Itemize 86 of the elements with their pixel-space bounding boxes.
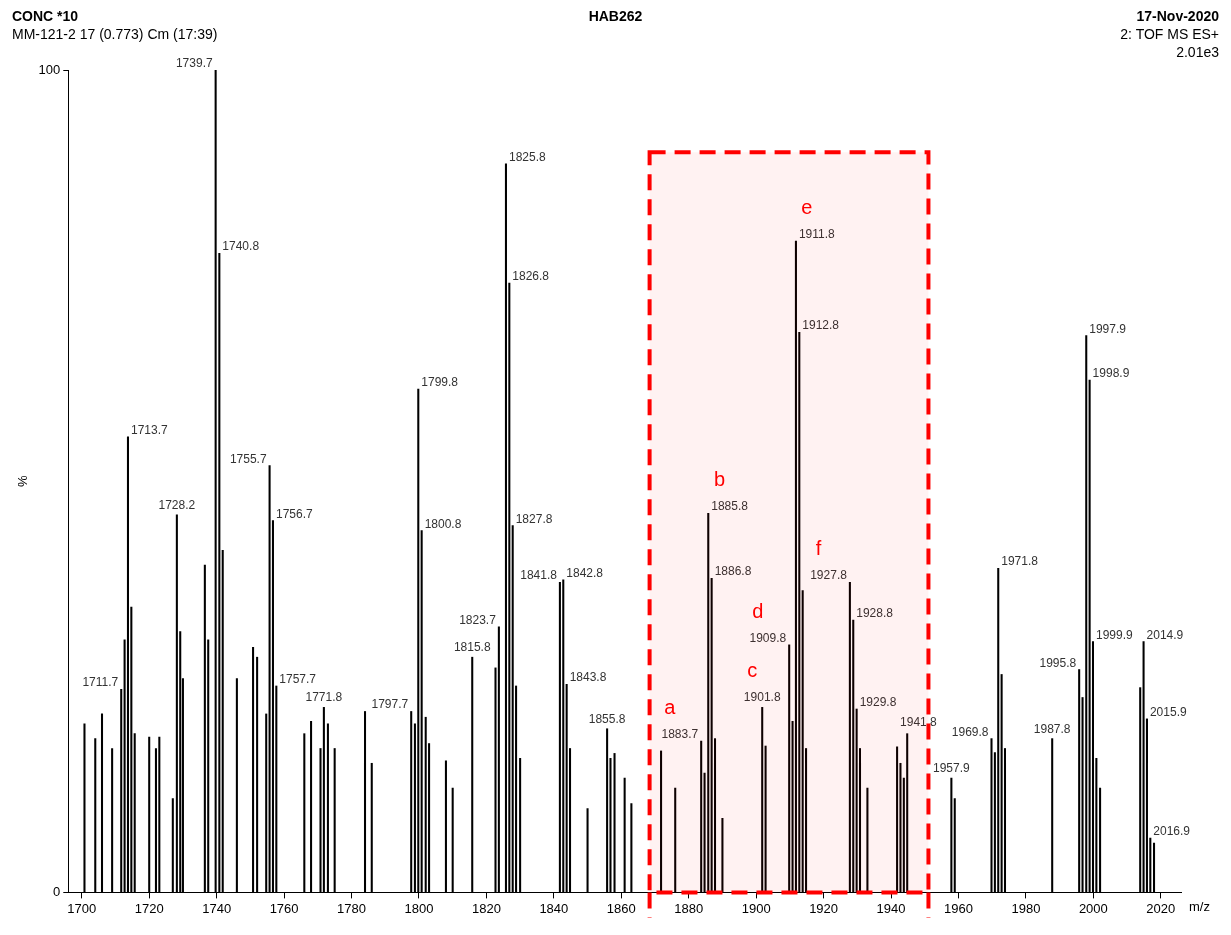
- bar: [660, 750, 663, 893]
- annotation: 1823.7: [459, 612, 497, 627]
- annotation: f: [815, 537, 822, 560]
- text: 2: TOF MS ES+: [1120, 26, 1219, 43]
- annotation: e: [801, 196, 813, 219]
- annotation: 1825.8: [508, 149, 546, 164]
- x-tick-label: 1760: [269, 900, 299, 916]
- x-axis-title: m/z: [1189, 899, 1210, 915]
- x-tick-label: 1860: [606, 900, 636, 916]
- text: CONC *10: [12, 8, 79, 25]
- chart-title: HAB262: [588, 8, 643, 24]
- bar: [788, 644, 791, 893]
- bar: [707, 512, 710, 893]
- x-tick-label: 1980: [1011, 900, 1041, 916]
- annotation: 1799.8: [421, 375, 459, 390]
- x-tick-label: 1840: [539, 900, 569, 916]
- y-tick-label: 100: [38, 61, 61, 77]
- x-tick-label: 1920: [809, 900, 839, 916]
- annotation: 1941.8: [900, 714, 938, 729]
- annotation: 1886.8: [714, 564, 752, 579]
- x-tick-label: 1700: [67, 900, 97, 916]
- annotation: 1998.9: [1092, 366, 1130, 381]
- annotation: 1929.8: [859, 695, 897, 709]
- annotation: 1995.8: [1039, 655, 1077, 670]
- bar: [761, 707, 764, 893]
- x-tick-label: 1940: [876, 900, 906, 916]
- annotation: 1842.8: [566, 565, 604, 580]
- bar: [710, 577, 713, 893]
- annotation: 1826.8: [512, 269, 550, 283]
- annotation: 1739.7: [175, 56, 213, 70]
- x-tick-label: 1820: [471, 900, 501, 916]
- annotation: 1928.8: [856, 606, 894, 621]
- annotation: 1911.8: [798, 227, 836, 242]
- annotation: 1757.7: [279, 671, 317, 686]
- annotation: 2016.9: [1153, 824, 1191, 839]
- annotation: 1999.9: [1095, 627, 1134, 642]
- annotation: 1885.8: [711, 499, 749, 514]
- annotation: d: [752, 599, 764, 622]
- x-tick-label: 1900: [741, 900, 771, 916]
- annotation: 1971.8: [1001, 554, 1039, 569]
- text: 17-Nov-2020: [1136, 8, 1219, 25]
- bar: [764, 745, 767, 893]
- x-tick-label: 2000: [1078, 900, 1108, 916]
- annotation: 1815.8: [453, 640, 491, 655]
- annotation: 1827.8: [515, 511, 553, 526]
- x-tick-label: 1880: [674, 900, 704, 916]
- annotation: 1912.8: [802, 318, 840, 333]
- bar: [866, 787, 869, 893]
- y-tick-label: 0: [53, 883, 61, 899]
- annotation: 1855.8: [588, 711, 626, 726]
- annotation: 1843.8: [569, 670, 607, 685]
- bar: [855, 708, 858, 893]
- x-tick-label: 1780: [337, 900, 366, 916]
- annotation: 1755.7: [229, 451, 267, 466]
- annotation: 1771.8: [305, 690, 343, 705]
- text: 2.01e3: [1176, 44, 1219, 61]
- chart-subtitle: MM-121-2 17 (0.773) Cm (17:39): [12, 26, 218, 43]
- annotation: 1901.8: [743, 690, 781, 705]
- annotation: 2015.9: [1149, 704, 1187, 719]
- annotation: 2014.9: [1146, 627, 1184, 642]
- annotation: 1957.9: [933, 761, 971, 776]
- annotation: 1711.7: [82, 675, 119, 690]
- annotation: 1756.7: [275, 506, 313, 521]
- annotation: 1728.2: [158, 497, 196, 512]
- x-tick-label: 1960: [944, 900, 973, 916]
- annotation: 1883.7: [661, 727, 699, 742]
- y-axis-title: %: [15, 474, 31, 487]
- annotation: 1800.8: [424, 516, 462, 531]
- bar: [794, 240, 797, 893]
- x-tick-label: 1800: [404, 900, 434, 916]
- annotation: 1740.8: [222, 239, 260, 254]
- annotation: b: [714, 468, 726, 491]
- annotation: c: [747, 659, 758, 682]
- annotation: 1927.8: [810, 568, 848, 583]
- annotation: 1909.8: [749, 630, 787, 645]
- annotation: 1969.8: [951, 724, 989, 739]
- x-tick-label: 1740: [202, 900, 232, 916]
- x-tick-label: 1720: [134, 900, 164, 916]
- annotation: 1797.7: [371, 697, 409, 712]
- x-tick-label: 2020: [1146, 900, 1176, 916]
- annotation: 1713.7: [130, 422, 168, 437]
- annotation: a: [664, 696, 677, 719]
- annotation: 1841.8: [520, 568, 558, 583]
- annotation: 1987.8: [1033, 721, 1071, 736]
- annotation: 1997.9: [1089, 321, 1127, 336]
- bar: [906, 733, 909, 893]
